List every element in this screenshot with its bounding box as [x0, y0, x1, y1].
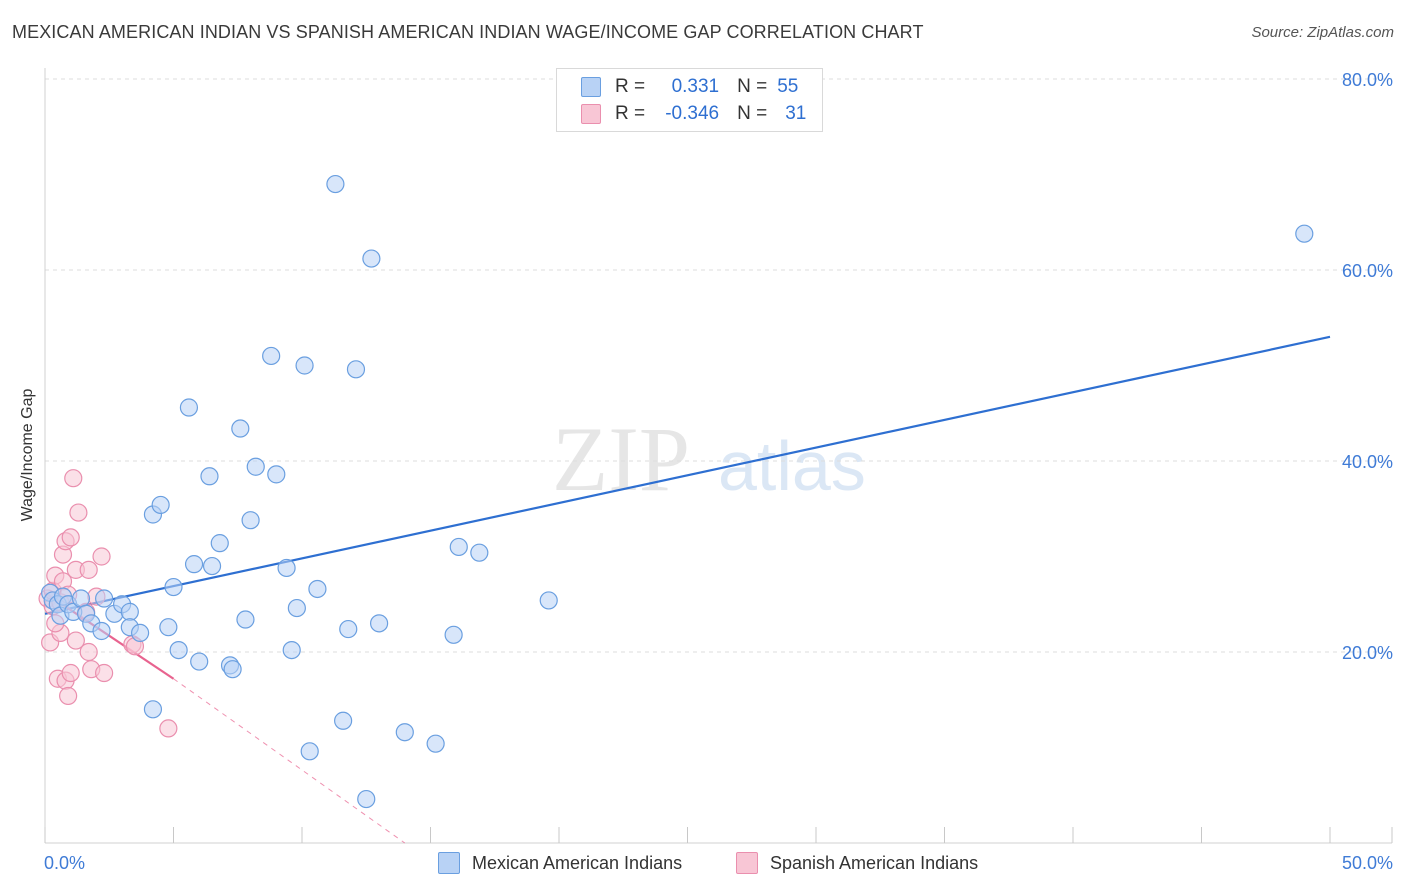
mexican-point	[159, 618, 178, 637]
legend-swatch-blue	[581, 77, 601, 97]
mexican-point	[539, 591, 558, 610]
mexican-point	[95, 589, 114, 608]
mexican-point	[236, 610, 255, 629]
mexican-point	[282, 640, 301, 660]
y-tick-label: 20.0%	[1342, 643, 1393, 663]
mexican-point	[200, 467, 219, 486]
series-legend-mexican: Mexican American Indians	[438, 852, 682, 874]
series-legend: Mexican American Indians Spanish America…	[0, 852, 1406, 878]
x-tick-label: 0.0%	[44, 853, 85, 873]
legend-n-value: 31	[785, 103, 807, 124]
mexican-point	[426, 734, 445, 753]
legend-n-label: N =	[737, 103, 768, 124]
series-name-spanish: Spanish American Indians	[770, 852, 979, 873]
mexican-point	[202, 556, 222, 576]
mexican-point	[357, 789, 376, 809]
mexican-point	[184, 555, 204, 574]
legend-n-label: N =	[737, 76, 768, 97]
spanish-point	[159, 719, 178, 738]
mexican-point	[308, 579, 327, 599]
y-tick-label: 40.0%	[1342, 452, 1393, 472]
mexican-point	[92, 621, 111, 641]
mexican-point	[287, 598, 306, 618]
spanish-point	[59, 686, 78, 706]
mexican-point	[444, 625, 463, 644]
mexican-point	[326, 174, 345, 194]
axes	[44, 68, 1393, 844]
source-label: Source: ZipAtlas.com	[1251, 24, 1394, 41]
mexican-point	[395, 723, 414, 742]
grid	[45, 78, 1392, 653]
spanish-point	[79, 560, 98, 579]
spanish-point	[61, 528, 80, 547]
legend-row-mexican: R = 0.331 N = 55	[581, 74, 798, 100]
spanish-point	[92, 547, 111, 566]
mexican-point	[267, 465, 286, 484]
mexican-point	[262, 346, 281, 366]
mexican-point	[1295, 224, 1314, 243]
y-tick-label: 80.0%	[1342, 70, 1393, 90]
mexican-point	[130, 623, 150, 643]
series-swatch-blue	[438, 852, 460, 874]
mexican-trend-line	[44, 335, 1331, 615]
spanish-point	[95, 663, 114, 683]
mexican-point	[120, 602, 139, 621]
mexican-point	[223, 660, 242, 679]
spanish-point	[61, 663, 80, 683]
mexican-point	[470, 543, 489, 562]
watermark-atlas: atlas	[718, 427, 866, 505]
spanish-trend-extension	[173, 678, 406, 844]
tick-labels: 20.0% 40.0% 60.0% 80.0% 0.0% 50.0%	[44, 70, 1393, 873]
mexican-point	[449, 537, 468, 557]
mexican-points	[41, 174, 1314, 809]
mexican-point	[164, 577, 183, 597]
legend: R = 0.331 N = 55 R = -0.346 N = 31	[556, 68, 823, 132]
y-axis-label: Wage/Income Gap	[19, 388, 36, 522]
legend-swatch-pink	[581, 104, 601, 124]
mexican-point	[169, 640, 188, 660]
series-swatch-pink	[736, 852, 758, 874]
mexican-point	[334, 711, 353, 730]
spanish-point	[64, 469, 83, 488]
mexican-point	[231, 419, 250, 438]
watermark: ZIP atlas	[552, 408, 866, 510]
mexican-point	[295, 356, 314, 375]
chart-title: MEXICAN AMERICAN INDIAN VS SPANISH AMERI…	[12, 22, 924, 42]
mexican-point	[210, 534, 229, 553]
legend-r-label: R =	[615, 103, 646, 124]
spanish-point	[66, 631, 85, 650]
legend-r-value: -0.346	[665, 103, 720, 124]
legend-r-label: R =	[615, 76, 646, 97]
series-legend-spanish: Spanish American Indians	[736, 852, 978, 874]
mexican-point	[246, 457, 265, 476]
mexican-point	[241, 511, 260, 530]
x-tick-label: 50.0%	[1342, 853, 1393, 873]
mexican-point	[179, 398, 199, 417]
mexican-point	[300, 742, 319, 761]
mexican-point	[370, 614, 389, 633]
mexican-point	[277, 558, 296, 578]
mexican-point	[143, 700, 163, 719]
mexican-point	[190, 652, 209, 671]
spanish-point	[79, 642, 98, 662]
mexican-point	[151, 495, 170, 515]
spanish-point	[69, 503, 88, 522]
legend-n-value: 55	[777, 76, 799, 97]
mexican-point	[71, 589, 91, 608]
series-name-mexican: Mexican American Indians	[472, 852, 683, 873]
mexican-point	[362, 249, 381, 268]
mexican-point	[339, 619, 358, 639]
y-tick-label: 60.0%	[1342, 261, 1393, 281]
watermark-zip: ZIP	[552, 408, 690, 510]
legend-row-spanish: R = -0.346 N = 31	[581, 101, 806, 127]
legend-r-value: 0.331	[671, 76, 720, 97]
mexican-point	[346, 360, 366, 379]
